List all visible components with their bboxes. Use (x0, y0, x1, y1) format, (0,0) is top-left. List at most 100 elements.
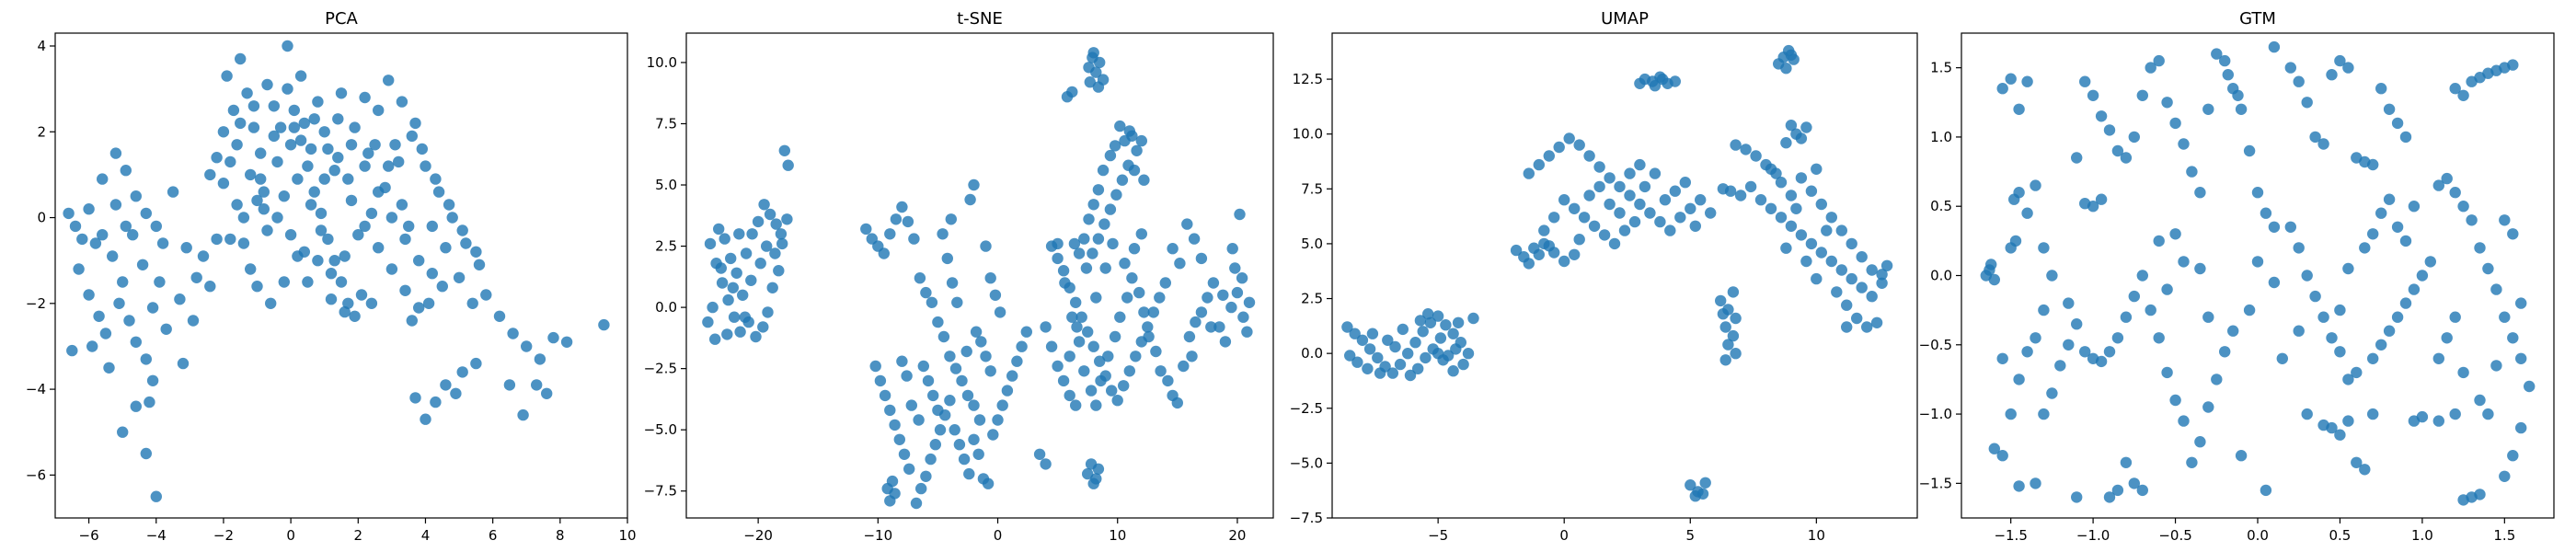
scatter-point (140, 447, 152, 460)
scatter-point (342, 297, 354, 309)
scatter-point (2375, 339, 2387, 351)
scatter-point (1099, 262, 1111, 274)
scatter-point (2145, 62, 2156, 74)
scatter-point (963, 467, 975, 480)
scatter-point (1634, 77, 1646, 90)
scatter-point (1097, 164, 1110, 177)
scatter-point (2309, 131, 2321, 144)
scatter-point (235, 117, 247, 130)
scatter-point (1717, 308, 1730, 320)
scatter-point (1040, 321, 1052, 333)
scatter-point (1432, 310, 1444, 322)
scatter-point (217, 178, 230, 190)
axes-frame (685, 32, 1274, 519)
scatter-point (1142, 321, 1154, 333)
panel-1: t-SNE −20 −10 0 10 20 −7.5 −5.0 −2.5 0.0 2.5 5.0 7.5… (644, 9, 1274, 544)
scatter-point (996, 399, 1008, 411)
scatter-point (251, 194, 263, 207)
scatter-point (2145, 304, 2156, 316)
scatter-point (2111, 484, 2124, 497)
scatter-point (1558, 194, 1570, 206)
scatter-point (204, 168, 216, 181)
scatter-point (2449, 311, 2461, 323)
scatter-point (2219, 346, 2231, 358)
scatter-point (1190, 316, 1202, 328)
scatter-point (1138, 174, 1150, 186)
scatter-point (2219, 54, 2231, 67)
scatter-point (345, 194, 358, 207)
scatter-point (187, 315, 200, 327)
scatter-point (2301, 270, 2313, 282)
scatter-point (905, 399, 917, 411)
scatter-point (719, 233, 730, 245)
scatter-point (1394, 358, 1407, 371)
scatter-point (1811, 163, 1823, 175)
scatter-point (2383, 103, 2396, 116)
scatter-point (901, 370, 913, 382)
scatter-point (1795, 132, 1808, 144)
scatter-point (2235, 103, 2248, 116)
scatter-point (987, 429, 999, 441)
scatter-point (2515, 421, 2527, 434)
scatter-point (1111, 395, 1123, 407)
scatter-point (2111, 332, 2124, 344)
scatter-point (1669, 75, 1682, 87)
scatter-point (245, 168, 257, 181)
scatter-point (1087, 199, 1099, 211)
scatter-point (255, 173, 267, 185)
scatter-point (951, 296, 963, 308)
scatter-point (120, 165, 132, 177)
y-tick-label: 0.5 (1930, 198, 1952, 214)
scatter-point (2284, 62, 2296, 74)
scatter-point (1780, 242, 1792, 254)
scatter-point (1150, 345, 1162, 358)
scatter-point (1825, 255, 1838, 268)
scatter-point (2030, 332, 2041, 344)
scatter-point (1775, 177, 1788, 189)
scatter-point (2482, 262, 2494, 275)
scatter-point (521, 340, 533, 352)
scatter-point (237, 212, 250, 224)
scatter-point (261, 78, 273, 91)
scatter-point (69, 220, 82, 233)
points (63, 40, 610, 502)
scatter-point (2499, 470, 2511, 482)
scatter-point (1362, 362, 1374, 374)
scatter-point (949, 424, 960, 436)
scatter-point (541, 387, 553, 399)
scatter-point (1717, 183, 1730, 195)
scatter-point (973, 414, 986, 426)
scatter-point (373, 186, 385, 198)
scatter-point (2169, 117, 2181, 130)
scatter-point (2013, 187, 2025, 199)
scatter-point (1588, 220, 1601, 232)
scatter-point (1795, 229, 1808, 241)
scatter-point (288, 104, 300, 117)
scatter-point (1624, 190, 1636, 201)
scatter-point (2046, 387, 2058, 399)
scatter-point (2211, 374, 2223, 385)
scatter-point (2063, 339, 2075, 351)
scatter-point (1785, 190, 1798, 201)
scatter-point (1090, 473, 1102, 485)
scatter-point (1090, 399, 1102, 411)
scatter-point (1795, 172, 1808, 184)
scatter-point (1085, 458, 1098, 470)
scatter-point (1543, 240, 1556, 252)
scatter-point (1730, 348, 1742, 360)
x-tick-label: 1.0 (2411, 527, 2433, 544)
x-tick-label: −10 (863, 527, 892, 544)
scatter-point (1856, 251, 1868, 263)
scatter-point (2232, 89, 2244, 102)
scatter-point (113, 297, 125, 309)
scatter-point (961, 389, 974, 402)
scatter-point (910, 497, 923, 510)
y-tick-label: −2.5 (644, 361, 677, 377)
scatter-point (1213, 321, 1225, 333)
scatter-point (929, 439, 941, 451)
scatter-point (1414, 315, 1427, 327)
scatter-point (332, 152, 344, 164)
scatter-point (409, 117, 421, 130)
scatter-point (913, 414, 925, 426)
scatter-point (2424, 256, 2436, 268)
